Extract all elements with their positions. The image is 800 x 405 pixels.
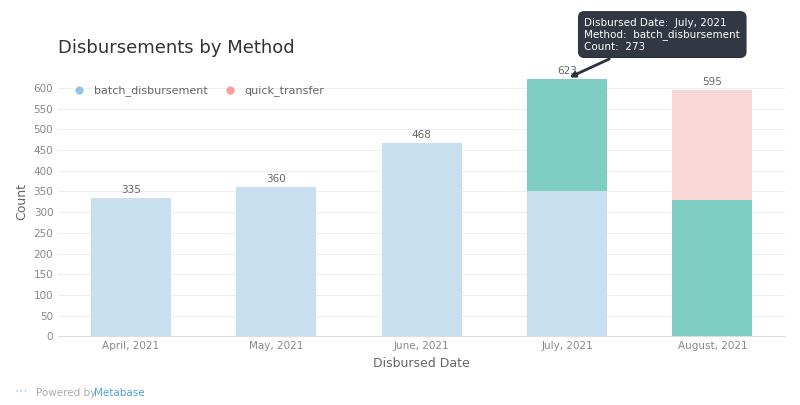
Text: Powered by: Powered by — [36, 388, 99, 398]
Legend: batch_disbursement, quick_transfer: batch_disbursement, quick_transfer — [64, 81, 329, 101]
Text: 623: 623 — [557, 66, 577, 76]
Text: 595: 595 — [702, 77, 722, 87]
Y-axis label: Count: Count — [15, 183, 28, 220]
Text: Disbursed Date:  July, 2021
Method:  batch_disbursement
Count:  273: Disbursed Date: July, 2021 Method: batch… — [572, 17, 740, 76]
X-axis label: Disbursed Date: Disbursed Date — [374, 357, 470, 370]
Text: 468: 468 — [412, 130, 431, 140]
Text: 335: 335 — [121, 185, 141, 195]
Bar — [382, 143, 462, 336]
Text: Disbursements by Method: Disbursements by Method — [58, 39, 294, 58]
Bar — [527, 192, 607, 336]
Bar — [527, 79, 607, 192]
Bar — [91, 198, 171, 336]
Bar — [672, 200, 752, 336]
Text: 360: 360 — [266, 175, 286, 184]
Text: ⋯: ⋯ — [14, 385, 27, 398]
Bar — [672, 90, 752, 200]
Text: Metabase: Metabase — [94, 388, 145, 398]
Bar — [236, 188, 316, 336]
